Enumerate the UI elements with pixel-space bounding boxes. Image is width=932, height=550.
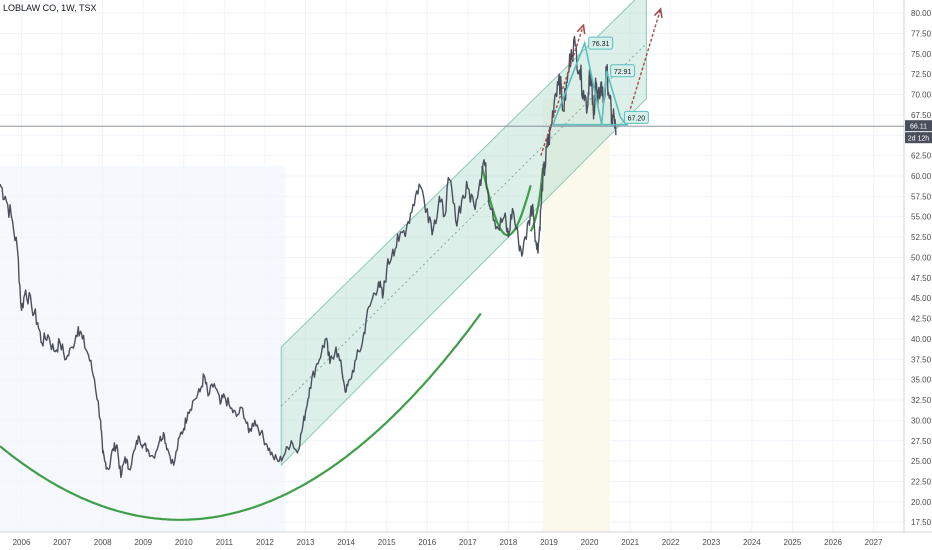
y-tick-label: 32.50 bbox=[911, 396, 932, 405]
y-tick-label: 67.50 bbox=[911, 111, 932, 120]
last-price-badge bbox=[905, 120, 932, 132]
price-tag-box bbox=[623, 110, 649, 124]
y-tick-label: 62.50 bbox=[911, 152, 932, 161]
x-tick-label: 2025 bbox=[784, 538, 802, 547]
y-tick-label: 30.00 bbox=[911, 416, 932, 425]
x-tick-label: 2009 bbox=[134, 538, 152, 547]
countdown-label: 2d 12h bbox=[908, 136, 930, 143]
price-tags: 76.31 72.91 67.20 bbox=[588, 36, 649, 124]
channel-band bbox=[280, 0, 647, 467]
x-tick-label: 2022 bbox=[662, 538, 680, 547]
price-tag-label: 72.91 bbox=[614, 69, 632, 76]
y-tick-label: 22.50 bbox=[911, 477, 932, 486]
x-tick-label: 2027 bbox=[865, 538, 883, 547]
x-tick-label: 2023 bbox=[702, 538, 720, 547]
y-tick-label: 45.00 bbox=[911, 294, 932, 303]
head-and-shoulders-pattern bbox=[552, 40, 629, 126]
y-tick-label: 80.00 bbox=[911, 9, 932, 18]
x-tick-label: 2015 bbox=[378, 538, 396, 547]
y-tick-label: 17.50 bbox=[911, 518, 932, 527]
y-tick-label: 77.50 bbox=[911, 29, 932, 38]
x-tick-label: 2013 bbox=[297, 538, 315, 547]
y-tick-label: 72.50 bbox=[911, 70, 932, 79]
y-tick-label: 40.00 bbox=[911, 335, 932, 344]
regression-channel bbox=[280, 0, 647, 467]
x-tick-label: 2021 bbox=[621, 538, 639, 547]
x-tick-label: 2016 bbox=[418, 538, 436, 547]
y-tick-label: 42.50 bbox=[911, 315, 932, 324]
y-tick-label: 55.00 bbox=[911, 213, 932, 222]
breakout-curve bbox=[529, 167, 544, 232]
x-tick-label: 2024 bbox=[743, 538, 761, 547]
parabolic-curve bbox=[0, 312, 482, 521]
shaded-regions bbox=[0, 98, 610, 533]
price-tag-box bbox=[610, 64, 636, 78]
price-tag-box bbox=[588, 36, 614, 50]
y-tick-label: 50.00 bbox=[911, 253, 932, 262]
arrow-one-head bbox=[576, 23, 586, 35]
x-tick-label: 2018 bbox=[500, 538, 518, 547]
y-tick-label: 27.50 bbox=[911, 437, 932, 446]
x-tick-label: 2019 bbox=[540, 538, 558, 547]
x-tick-label: 2007 bbox=[53, 538, 71, 547]
y-tick-label: 70.00 bbox=[911, 91, 932, 100]
y-tick-label: 47.50 bbox=[911, 274, 932, 283]
y-tick-label: 37.50 bbox=[911, 355, 932, 364]
y-tick-label: 75.00 bbox=[911, 50, 932, 59]
left-shaded-region bbox=[0, 166, 286, 532]
x-tick-label: 2017 bbox=[459, 538, 477, 547]
arrow-two-head bbox=[653, 7, 663, 18]
last-price-marker: 66.11 2d 12h bbox=[0, 120, 932, 144]
price-tag-label: 67.20 bbox=[628, 115, 646, 122]
price-tag-label: 76.31 bbox=[592, 41, 610, 48]
arrow-one bbox=[540, 25, 585, 156]
channel-midline bbox=[280, 43, 647, 407]
y-tick-label: 57.50 bbox=[911, 192, 932, 201]
y-tick-label: 60.00 bbox=[911, 172, 932, 181]
pattern-polyline bbox=[552, 40, 627, 126]
x-tick-label: 2010 bbox=[175, 538, 193, 547]
x-tick-label: 2014 bbox=[337, 538, 355, 547]
x-tick-label: 2026 bbox=[824, 538, 842, 547]
x-tick-label: 2008 bbox=[94, 538, 112, 547]
projection-arrows bbox=[540, 7, 663, 156]
price-series bbox=[0, 35, 617, 479]
last-price-label: 66.11 bbox=[910, 124, 927, 131]
y-tick-label: 35.00 bbox=[911, 376, 932, 385]
x-tick-label: 2020 bbox=[581, 538, 599, 547]
x-tick-label: 2011 bbox=[216, 538, 234, 547]
time-axis[interactable]: 2006 2007 2008 2009 2010 2011 2012 2013 2014 2015… bbox=[13, 538, 883, 547]
x-tick-label: 2012 bbox=[256, 538, 274, 547]
countdown-badge bbox=[905, 132, 932, 144]
cup-curve bbox=[480, 165, 532, 237]
price-line bbox=[0, 35, 617, 479]
rounding-bottom-curve bbox=[0, 165, 544, 521]
y-tick-label: 52.50 bbox=[911, 233, 932, 242]
x-tick-label: 2006 bbox=[13, 538, 31, 547]
y-tick-label: 20.00 bbox=[911, 498, 932, 507]
y-tick-label: 25.00 bbox=[911, 457, 932, 466]
chart-title: LOBLAW CO, 1W, TSX bbox=[3, 3, 97, 13]
